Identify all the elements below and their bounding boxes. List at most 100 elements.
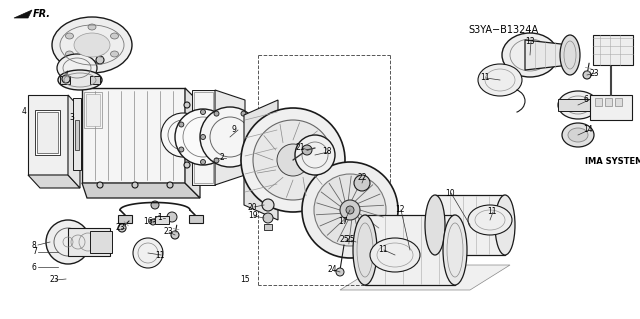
Ellipse shape [65,51,74,57]
Circle shape [277,144,309,176]
Polygon shape [28,95,68,175]
Circle shape [263,213,273,223]
Text: 3: 3 [69,114,74,122]
Polygon shape [244,100,278,220]
Circle shape [255,135,259,139]
Bar [155,216,169,224]
Ellipse shape [88,60,96,66]
Bar [595,98,602,106]
Text: 24: 24 [328,265,338,275]
Circle shape [241,108,345,212]
Circle shape [96,56,104,64]
Text: 23: 23 [115,224,125,233]
Bar [194,92,213,183]
Polygon shape [215,90,245,185]
Circle shape [167,212,177,222]
Text: 25: 25 [340,235,349,244]
Text: 2: 2 [220,153,225,162]
Bar [60,76,70,84]
Polygon shape [68,228,110,256]
Ellipse shape [88,24,96,30]
Circle shape [62,75,70,83]
Circle shape [295,135,335,175]
Text: 23: 23 [590,69,600,78]
Ellipse shape [502,33,558,77]
Text: 17: 17 [338,218,348,226]
Circle shape [241,158,246,163]
Circle shape [314,174,386,246]
Text: 10: 10 [445,189,454,197]
Text: 11: 11 [480,73,490,83]
Polygon shape [435,195,505,255]
Circle shape [179,122,184,127]
Bar [118,215,132,223]
Circle shape [200,160,205,165]
Circle shape [175,109,231,165]
Bar [90,231,112,253]
Text: 19: 19 [248,211,258,220]
Bar [605,98,612,106]
Text: 15: 15 [240,276,250,285]
Text: 11: 11 [155,250,164,259]
Text: 1: 1 [157,213,162,222]
Circle shape [184,162,190,168]
Ellipse shape [562,123,594,147]
Text: 22: 22 [358,174,367,182]
Polygon shape [68,95,80,188]
Text: 11: 11 [487,207,497,217]
Text: 6: 6 [32,263,37,271]
Bar [84,92,102,128]
Circle shape [214,158,219,163]
Polygon shape [82,183,200,198]
Text: 16: 16 [143,218,152,226]
Bar [75,120,79,150]
Circle shape [46,220,90,264]
Text: 6: 6 [583,95,588,105]
Circle shape [200,135,205,139]
Circle shape [340,200,360,220]
Text: S3YA−B1324A: S3YA−B1324A [468,25,538,35]
Polygon shape [14,10,32,18]
Circle shape [214,111,219,116]
Bar [264,224,272,230]
Ellipse shape [558,91,598,119]
Text: 8: 8 [32,241,36,249]
Polygon shape [340,265,510,290]
Text: 18: 18 [322,147,332,157]
Ellipse shape [111,33,118,39]
Ellipse shape [111,51,118,57]
Ellipse shape [57,54,97,82]
Text: FR.: FR. [33,9,51,19]
Circle shape [171,231,179,239]
Bar [73,98,81,170]
Ellipse shape [468,205,512,235]
Circle shape [179,147,184,152]
Text: 21: 21 [296,144,305,152]
Ellipse shape [370,238,420,272]
Circle shape [132,182,138,188]
Circle shape [97,182,103,188]
Polygon shape [525,40,570,70]
Circle shape [241,111,246,116]
Text: 11: 11 [378,246,387,255]
Circle shape [583,71,591,79]
Circle shape [167,182,173,188]
Circle shape [118,224,126,232]
Ellipse shape [65,33,74,39]
Bar [615,98,622,106]
Ellipse shape [52,17,132,73]
Circle shape [346,206,354,214]
Polygon shape [28,175,80,188]
Text: IMA SYSTEM: IMA SYSTEM [585,158,640,167]
Circle shape [150,219,156,225]
Bar [593,35,633,65]
Bar [558,99,598,111]
Ellipse shape [58,70,102,90]
Circle shape [262,199,274,211]
Bar [35,110,60,155]
Polygon shape [82,88,185,183]
Circle shape [200,109,205,115]
Text: 14: 14 [583,125,593,135]
Ellipse shape [425,195,445,255]
Text: 7: 7 [32,248,37,256]
